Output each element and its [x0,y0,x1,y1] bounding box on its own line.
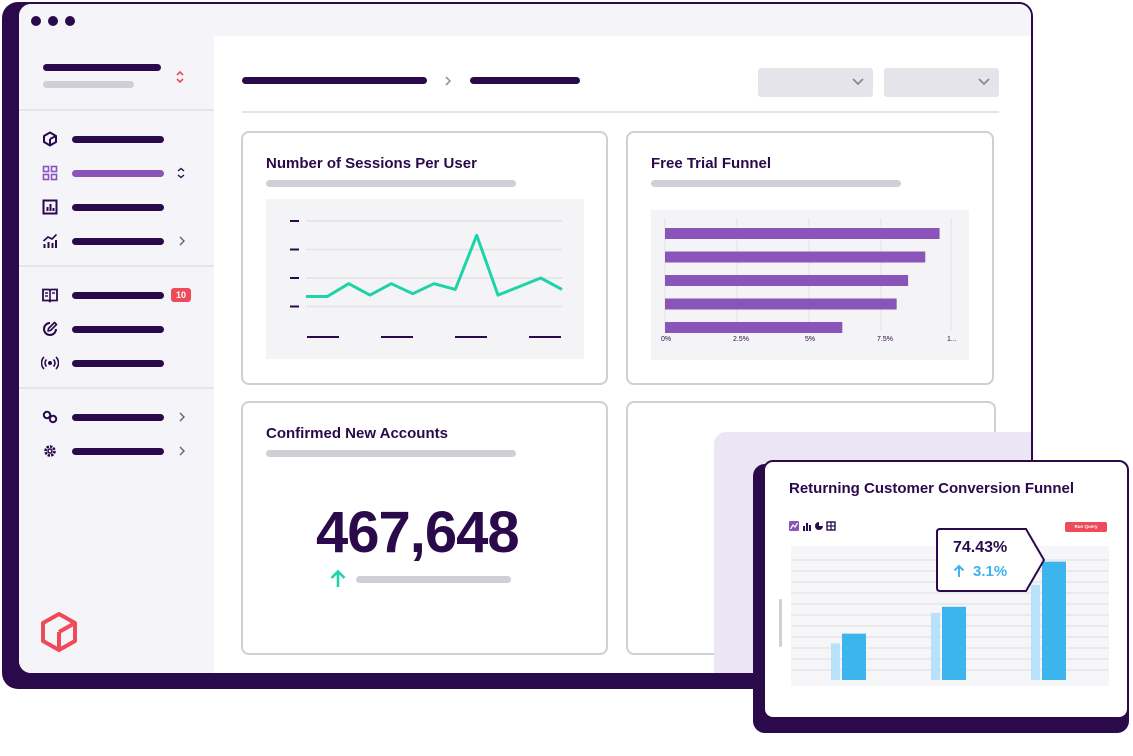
card-title: Free Trial Funnel [651,155,772,172]
bar-previous [831,643,840,680]
breadcrumb-current [470,77,580,84]
bar-current [942,606,966,680]
sidebar-item-label [72,204,164,211]
conversion-bar-chart [791,559,1109,680]
funnel-bar [665,251,926,263]
funnel-bar-chart: 0% 2.5% 5% 7.5% 1... [661,218,957,343]
card-title: Confirmed New Accounts [266,425,448,442]
workspace-switcher[interactable] [19,36,214,106]
chevron-down-icon [978,78,990,86]
sidebar-item-overview[interactable] [19,128,214,150]
filter-select-2[interactable] [884,68,999,97]
sidebar-item-label [72,170,164,177]
funnel-bar [665,228,940,239]
sessions-chart-area [266,199,584,359]
value-tooltip: 74.43% 3.1% [936,528,1046,592]
x-tick-label: 2.5% [733,336,749,343]
expand-chevron-icon [177,167,185,179]
card-subtitle [651,180,901,187]
tooltip-frame [936,528,1046,592]
cube-icon [43,131,57,147]
x-tick-label: 5% [805,336,815,343]
sidebar-item-label [72,414,164,421]
trend-icon [42,233,58,248]
sidebar-item-docs[interactable]: 10 [19,284,214,306]
dashboard-icon [42,165,58,181]
breadcrumb-parent[interactable] [242,77,427,84]
card-subtitle [266,180,516,187]
sidebar-item-label [72,448,164,455]
bar-previous [1031,584,1040,680]
tooltip-delta: 3.1% [973,563,1008,580]
sidebar-item-integrations[interactable] [19,406,214,428]
kpi-value: 467,648 [316,500,520,565]
sidebar-item-editor[interactable] [19,318,214,340]
funnel-chart-area: 0% 2.5% 5% 7.5% 1... [651,210,969,360]
filter-select-1[interactable] [758,68,873,97]
sidebar: 10 [19,36,214,673]
x-tick-label: 0% [661,336,671,343]
card-title: Returning Customer Conversion Funnel [789,480,1075,497]
sidebar-item-label [72,136,164,143]
x-tick-label: 1... [947,336,957,343]
breadcrumb-separator-icon [445,76,452,86]
funnel-bar [665,275,909,286]
workspace-subtitle [43,81,134,88]
header-divider [242,111,999,113]
window-dot-close[interactable] [31,16,41,26]
sidebar-divider [19,265,214,267]
sidebar-item-reports[interactable] [19,196,214,218]
scroll-handle[interactable] [779,599,782,647]
logo-icon[interactable] [40,611,78,653]
kpi-delta-label [356,576,511,583]
arrow-up-icon [330,569,346,587]
sidebar-item-live[interactable] [19,352,214,374]
broadcast-icon [41,356,59,370]
sidebar-item-label [72,292,164,299]
sidebar-item-label [72,360,164,367]
chevron-right-icon [179,412,185,422]
run-query-button[interactable]: Run Query [1065,522,1107,532]
card-title: Number of Sessions Per User [266,155,477,172]
sidebar-item-dashboards[interactable] [19,162,214,184]
sidebar-item-label [72,326,164,333]
edit-icon [43,321,58,336]
arrow-up-icon [953,564,965,577]
workspace-name [43,64,161,71]
window-dot-minimize[interactable] [48,16,58,26]
sessions-series-line [306,233,563,298]
sidebar-divider [19,109,214,111]
sidebar-item-settings[interactable] [19,440,214,462]
chevron-right-icon [179,446,185,456]
tooltip-value: 74.43% [953,539,1008,556]
sidebar-item-analytics[interactable] [19,230,214,252]
chevron-right-icon [179,236,185,246]
funnel-bar [665,322,843,333]
report-icon [42,199,58,215]
switcher-chevron-icon [176,70,184,84]
window-dot-maximize[interactable] [65,16,75,26]
title-bar [19,4,1031,36]
accounts-card[interactable]: Confirmed New Accounts 467,648 [241,401,608,655]
bar-previous [931,612,940,680]
sessions-line-chart [290,220,563,338]
card-subtitle [266,450,516,457]
chevron-down-icon [852,78,864,86]
gear-icon [44,445,56,457]
bar-chart-toggle-icon [803,526,805,531]
chart-type-toolbar[interactable] [789,520,837,532]
sidebar-item-label [72,238,164,245]
notification-badge: 10 [171,288,191,302]
bar-current [842,633,866,680]
funnel-bar [665,298,897,310]
book-icon [42,288,58,303]
x-tick-label: 7.5% [877,336,893,343]
bar-current [1042,561,1066,680]
sidebar-divider [19,387,214,389]
funnel-card[interactable]: Free Trial Funnel 0% 2.5% 5% 7.5% 1... [626,131,994,385]
integrations-icon [42,410,58,424]
sessions-card[interactable]: Number of Sessions Per User [241,131,608,385]
